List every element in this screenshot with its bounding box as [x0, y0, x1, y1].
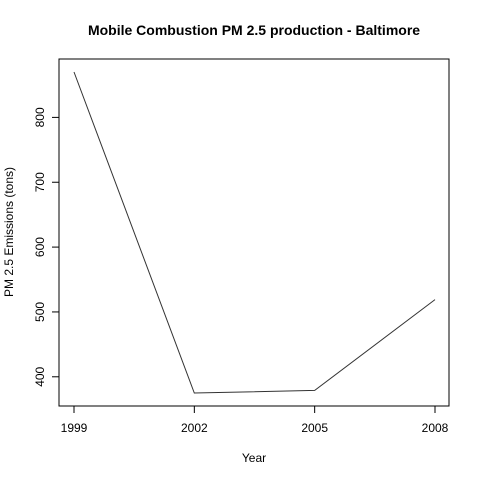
x-axis: 1999 2002 2005 2008 [61, 405, 449, 435]
series-line [73, 71, 436, 394]
x-tick-label: 2002 [181, 421, 208, 435]
x-tick-label: 2008 [422, 421, 449, 435]
x-tick-label: 2005 [301, 421, 328, 435]
y-axis-label: PM 2.5 Emissions (tons) [2, 167, 16, 297]
y-tick-label: 400 [33, 366, 47, 386]
y-tick-label: 700 [33, 172, 47, 192]
chart-title: Mobile Combustion PM 2.5 production - Ba… [88, 22, 420, 38]
plot-frame [58, 58, 450, 407]
y-tick-label: 800 [33, 107, 47, 127]
x-axis-label: Year [242, 451, 266, 465]
y-tick-label: 500 [33, 302, 47, 322]
y-axis: 400 500 600 700 800 [33, 107, 60, 387]
x-tick-label: 1999 [61, 421, 88, 435]
series-layer [73, 71, 436, 394]
y-tick-label: 600 [33, 237, 47, 257]
